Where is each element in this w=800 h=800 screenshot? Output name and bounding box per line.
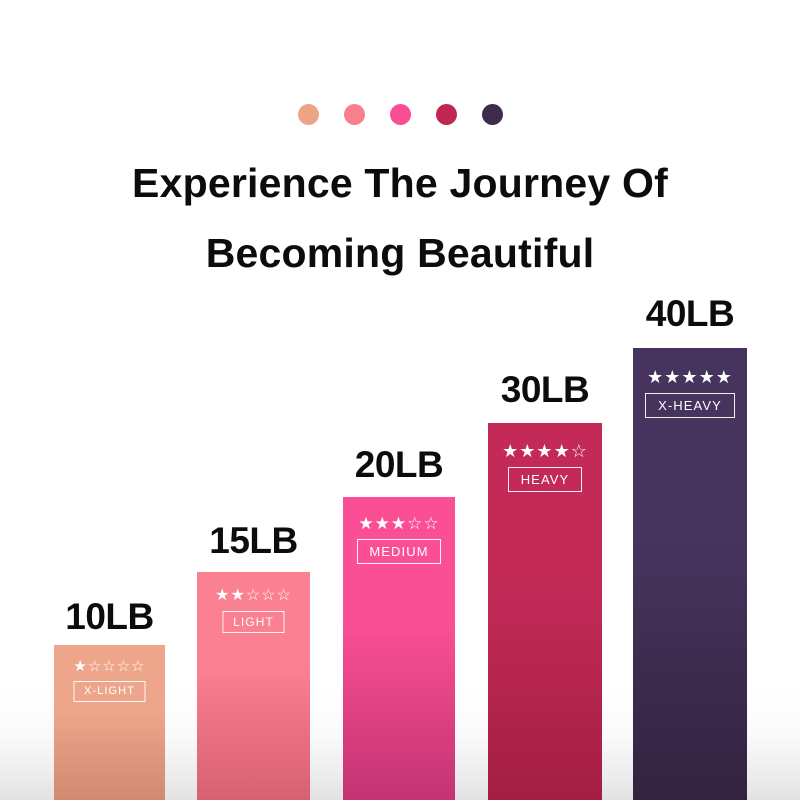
bar-30lb-value-label: 30LB [500,369,590,410]
star-outline-icon: ☆ [87,658,103,675]
bar-40lb-star-rating: ★ ★ ★ ★ ★ [647,368,733,386]
star-outline-icon: ☆ [423,514,440,533]
bar-10lb-star-rating: ★ ☆ ☆ ☆ ☆ [73,659,145,674]
star-filled-icon: ★ [374,514,391,533]
star-filled-icon: ★ [715,367,733,387]
bar-30lb-fill [488,423,602,800]
dot-peach-icon [297,104,319,125]
bar-15lb-badge: ★ ★ ☆ ☆ ☆ LIGHT [197,588,310,633]
star-filled-icon: ★ [390,514,408,533]
star-outline-icon: ☆ [245,587,262,604]
bar-15lb-tier-label: LIGHT [222,611,285,633]
star-filled-icon: ★ [215,587,231,604]
bar-20lb-star-rating: ★ ★ ★ ☆ ☆ [358,515,439,532]
page-title-line-2: Becoming Beautiful [205,230,595,276]
star-filled-icon: ★ [536,441,554,461]
dot-pink-icon [389,104,411,125]
star-outline-icon: ☆ [407,514,424,533]
star-outline-icon: ☆ [131,658,146,675]
bar-10lb-badge: ★ ☆ ☆ ☆ ☆ X-LIGHT [54,659,165,702]
page-title-line-1: Experience The Journey Of [132,160,668,206]
bar-20lb[interactable]: 20LB ★ ★ ★ ☆ ☆ MEDIUM [343,446,455,800]
bar-15lb-star-rating: ★ ★ ☆ ☆ ☆ [215,588,292,604]
star-outline-icon: ☆ [102,658,117,675]
bar-30lb-tier-label: HEAVY [507,467,583,492]
bar-10lb-tier-label: X-LIGHT [73,681,146,702]
star-filled-icon: ★ [647,367,665,387]
star-filled-icon: ★ [230,587,246,604]
star-filled-icon: ★ [502,441,520,461]
bar-40lb-tier-label: X-HEAVY [645,393,735,418]
star-filled-icon: ★ [519,441,537,461]
star-filled-icon: ★ [664,367,682,387]
star-filled-icon: ★ [698,367,716,387]
page-title: Experience The Journey Of Becoming Beaut… [0,148,800,288]
bar-15lb-value-label: 15LB [209,520,298,561]
color-swatch-row [0,104,800,125]
bar-30lb-star-rating: ★ ★ ★ ★ ☆ [502,442,588,460]
star-outline-icon: ☆ [276,587,292,604]
bar-40lb-fill [633,348,747,800]
bar-15lb-fill [197,572,310,800]
star-filled-icon: ★ [681,367,699,387]
bar-40lb[interactable]: 40LB ★ ★ ★ ★ ★ X-HEAVY [633,295,747,800]
bar-20lb-badge: ★ ★ ★ ☆ ☆ MEDIUM [343,515,455,564]
dot-plum-icon [481,104,503,125]
star-outline-icon: ☆ [261,587,277,604]
bar-40lb-value-label: 40LB [645,293,735,334]
bar-30lb[interactable]: 30LB ★ ★ ★ ★ ☆ HEAVY [488,371,602,800]
bar-15lb[interactable]: 15LB ★ ★ ☆ ☆ ☆ LIGHT [197,522,310,800]
bar-10lb-value-label: 10LB [65,596,154,637]
star-filled-icon: ★ [358,514,375,533]
star-filled-icon: ★ [553,441,571,461]
bar-30lb-badge: ★ ★ ★ ★ ☆ HEAVY [488,442,602,492]
star-outline-icon: ☆ [116,658,132,675]
bar-20lb-fill [343,497,455,800]
star-filled-icon: ★ [73,658,88,675]
bar-40lb-badge: ★ ★ ★ ★ ★ X-HEAVY [633,368,747,418]
bar-10lb[interactable]: 10LB ★ ☆ ☆ ☆ ☆ X-LIGHT [54,598,165,800]
bar-10lb-fill [54,645,165,800]
bar-20lb-value-label: 20LB [354,444,444,485]
dot-coral-icon [343,104,365,125]
dot-crimson-icon [435,104,457,125]
star-outline-icon: ☆ [570,441,588,461]
bar-20lb-tier-label: MEDIUM [357,539,441,564]
